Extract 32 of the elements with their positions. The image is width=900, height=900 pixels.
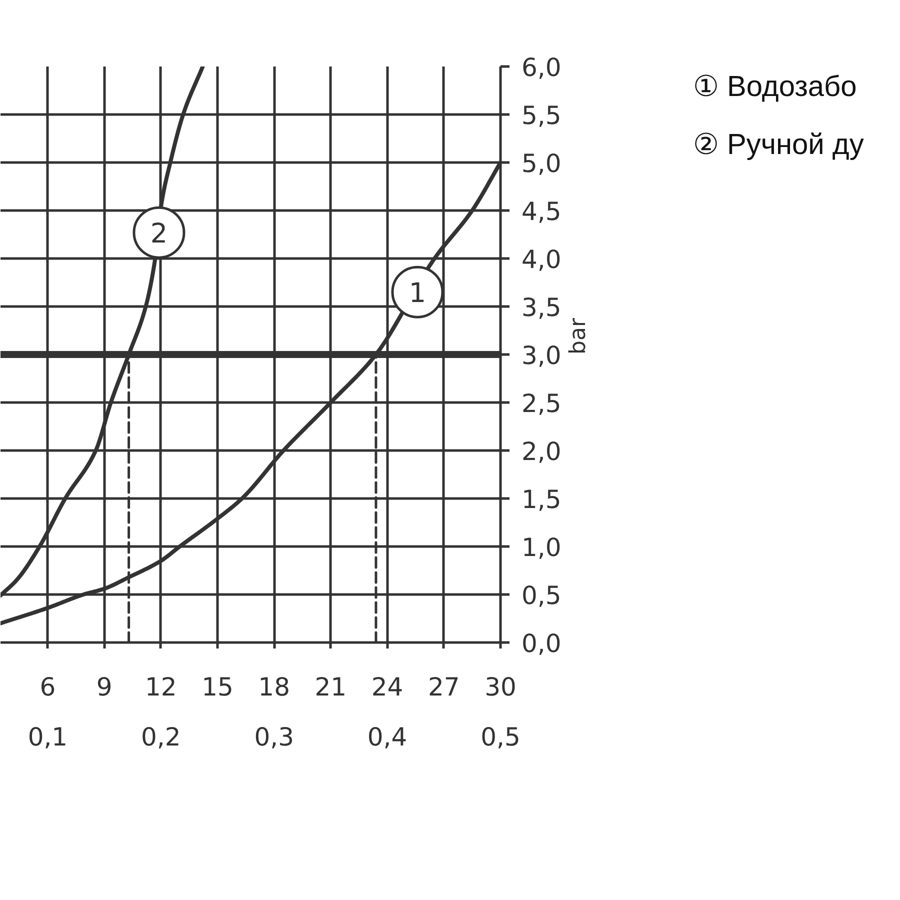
x-tick-label: 30 xyxy=(484,672,516,702)
x-tick-label: 12 xyxy=(144,672,177,702)
x2-tick-label: 0,4 xyxy=(367,722,408,752)
y-tick-label: 2,0 xyxy=(522,437,562,466)
annotation: 2 xyxy=(150,218,168,250)
x2-tick-label: 0,3 xyxy=(254,722,294,752)
y-tick-label: 5,0 xyxy=(522,149,562,178)
annotation: 1 xyxy=(408,278,426,310)
text: ① Водозабо xyxy=(693,70,858,105)
x-tick-label: 21 xyxy=(314,672,347,702)
x-tick-label: 15 xyxy=(202,672,234,702)
y-tick-label: 3,5 xyxy=(522,293,562,322)
y-tick-label: 4,0 xyxy=(522,245,562,274)
y-tick-label: 1,0 xyxy=(522,533,562,562)
x-tick-label: 6 xyxy=(40,672,56,702)
x2-tick-label: 0,1 xyxy=(28,722,68,752)
x2-tick-label: 0,2 xyxy=(141,722,181,752)
y-tick-label: 3,0 xyxy=(522,341,562,370)
y-tick-label: 0,0 xyxy=(522,629,562,658)
y-tick-label: 2,5 xyxy=(522,389,562,418)
y-axis-title: bar xyxy=(566,317,591,354)
y-tick-label: 4,5 xyxy=(522,197,562,226)
x-tick-label: 27 xyxy=(428,672,460,702)
y-tick-label: 1,5 xyxy=(522,485,562,514)
y-tick-label: 0,5 xyxy=(522,581,562,610)
x2-tick-label: 0,5 xyxy=(480,722,520,752)
x-tick-label: 24 xyxy=(371,672,404,702)
x-tick-label: 18 xyxy=(258,672,290,702)
x-tick-label: 9 xyxy=(96,672,112,702)
text: ② Ручной ду xyxy=(693,128,864,163)
y-tick-label: 6,0 xyxy=(522,53,562,82)
y-tick-label: 5,5 xyxy=(522,101,562,130)
